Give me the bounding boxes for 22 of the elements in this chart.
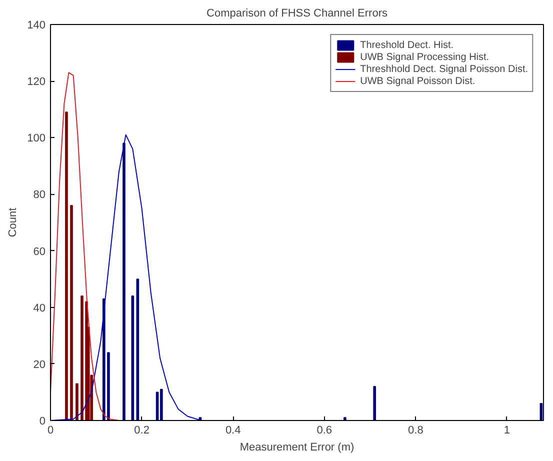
y-tick-label: 60 <box>33 246 46 258</box>
y-tick-label: 20 <box>33 358 46 371</box>
x-tick-label: 0.6 <box>316 424 332 436</box>
x-tick-label: 0.4 <box>225 424 241 436</box>
x-axis-title: Measurement Error (m) <box>240 442 354 454</box>
chart-title: Comparison of FHSS Channel Errors <box>206 8 388 20</box>
line-series <box>50 72 120 420</box>
y-tick-label: 140 <box>27 20 46 32</box>
x-tick-label: 0.2 <box>134 424 150 436</box>
y-tick-label: 120 <box>27 76 46 88</box>
legend-label: UWB Signal Poisson Dist. <box>360 75 476 87</box>
y-tick-label: 0 <box>39 416 46 428</box>
legend-label: Threshhold Dect. Signal Poisson Dist. <box>360 63 528 75</box>
x-tick-label: 0.8 <box>408 424 424 436</box>
y-tick-label: 80 <box>33 189 46 202</box>
legend-label: Threshold Dect. Hist. <box>360 39 454 51</box>
y-axis-title: Count <box>7 208 20 238</box>
y-tick-label: 100 <box>27 132 46 145</box>
x-tick-label: 0 <box>47 424 54 436</box>
y-tick-label: 40 <box>33 302 46 314</box>
legend-label: UWB Signal Processing Hist. <box>360 51 490 63</box>
x-tick-label: 1 <box>504 424 510 436</box>
